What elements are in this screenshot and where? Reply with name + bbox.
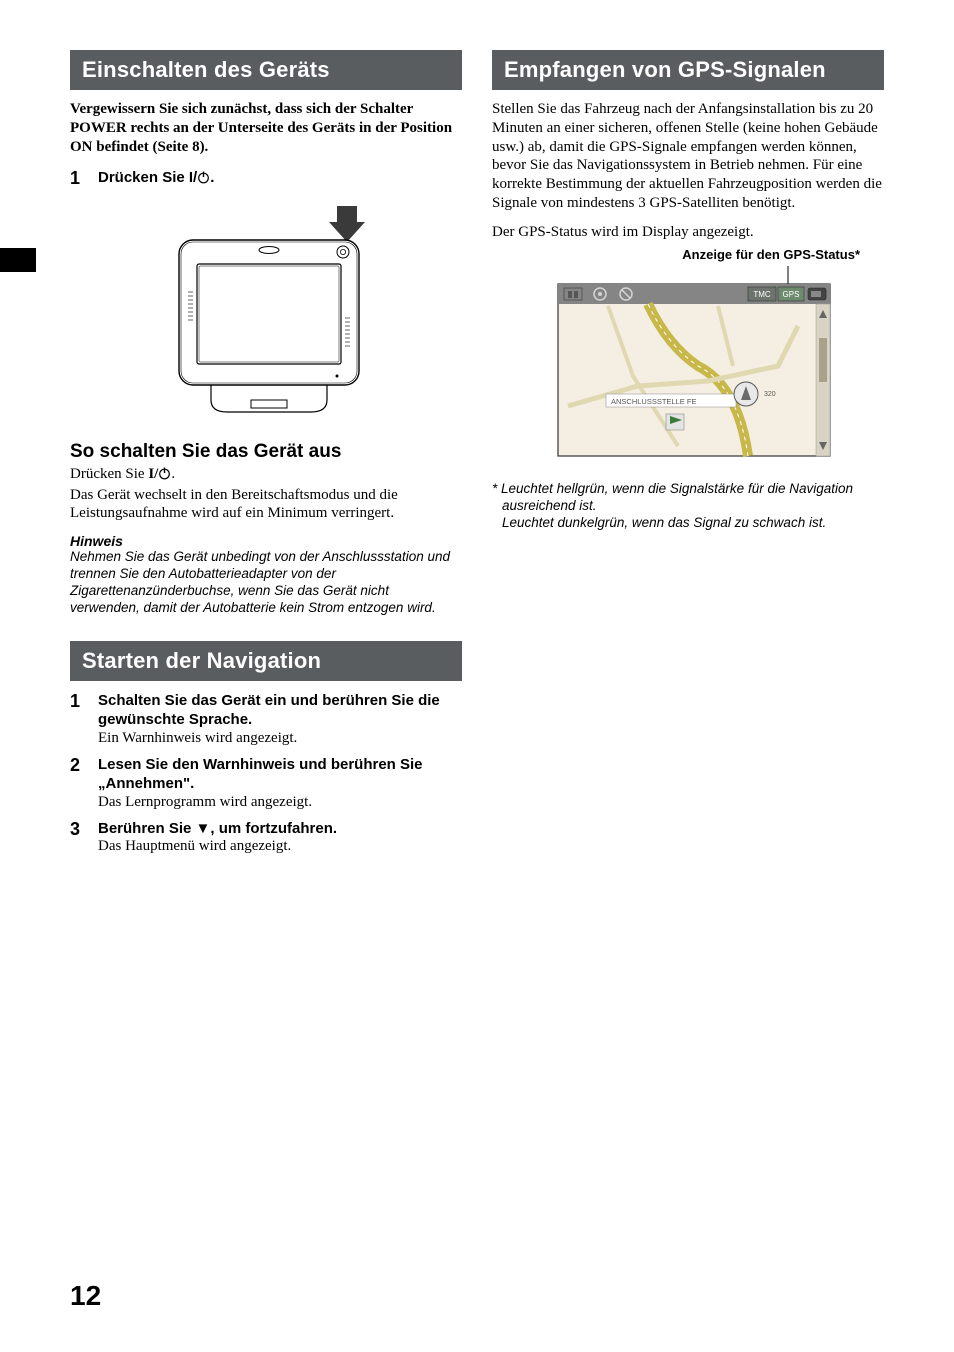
subheading-power-off: So schalten Sie das Gerät aus [70, 441, 462, 463]
step-title: Drücken Sie I/. [98, 168, 462, 190]
section-header-power-on: Einschalten des Geräts [70, 50, 462, 90]
step-title: Berühren Sie ▼, um fortzufahren. [98, 819, 462, 839]
gps-status-label: Anzeige für den GPS-Status* [492, 247, 860, 262]
step-text-prefix: Drücken Sie [98, 169, 189, 186]
nav-step-2: 2 Lesen Sie den Warnhinweis und berühren… [70, 755, 462, 811]
step-text-suffix: . [210, 169, 214, 186]
svg-text:320: 320 [764, 391, 776, 398]
device-illustration [70, 200, 462, 425]
asterisk: * [492, 481, 497, 496]
intro-paragraph: Vergewissern Sie sich zunächst, dass sic… [70, 100, 462, 156]
power-off-line: Drücken Sie I/. [70, 465, 462, 486]
gps-paragraph-2: Der GPS-Status wird im Display angezeigt… [492, 223, 884, 242]
footnote-line-1: Leuchtet hellgrün, wenn die Signalstärke… [501, 481, 853, 513]
power-on-step-1: 1 Drücken Sie I/. [70, 168, 462, 190]
note-heading: Hinweis [70, 533, 462, 549]
step-title: Schalten Sie das Gerät ein und berühren … [98, 691, 462, 730]
footnote-line-2: Leuchtet dunkelgrün, wenn das Signal zu … [502, 515, 826, 530]
step-subtext: Ein Warnhinweis wird angezeigt. [98, 730, 462, 747]
map-label-text: ANSCHLUSSSTELLE FE [611, 397, 696, 406]
gps-badge: GPS [783, 290, 800, 299]
step-subtext: Das Lernprogramm wird angezeigt. [98, 794, 462, 811]
section-header-gps: Empfangen von GPS-Signalen [492, 50, 884, 90]
text: . [171, 466, 175, 482]
power-icon [158, 467, 171, 486]
section-header-start-nav: Starten der Navigation [70, 641, 462, 681]
step-number: 2 [70, 755, 88, 811]
step-number: 3 [70, 819, 88, 856]
nav-step-1: 1 Schalten Sie das Gerät ein und berühre… [70, 691, 462, 747]
step-number: 1 [70, 168, 88, 190]
gps-paragraph-1: Stellen Sie das Fahrzeug nach der Anfang… [492, 100, 884, 213]
two-column-layout: Einschalten des Geräts Vergewissern Sie … [70, 50, 884, 863]
page-number: 12 [70, 1280, 101, 1312]
gps-footnote: * Leuchtet hellgrün, wenn die Signalstär… [492, 481, 884, 532]
step-subtext: Das Hauptmenü wird angezeigt. [98, 838, 462, 855]
note-body: Nehmen Sie das Gerät unbedingt von der A… [70, 549, 462, 617]
right-column: Empfangen von GPS-Signalen Stellen Sie d… [492, 50, 884, 863]
nav-step-3: 3 Berühren Sie ▼, um fortzufahren. Das H… [70, 819, 462, 856]
down-triangle-icon: ▼ [196, 820, 211, 837]
power-symbol-text: I/ [189, 169, 197, 186]
text: Berühren Sie [98, 820, 196, 837]
asterisk: * [855, 247, 860, 262]
power-symbol-text: I/ [148, 466, 158, 482]
text: Anzeige für den GPS-Status [682, 247, 855, 262]
text: Drücken Sie [70, 466, 148, 482]
gps-map-figure: TMC GPS ANSCHLUSSSTELLE FE [492, 266, 884, 471]
left-column: Einschalten des Geräts Vergewissern Sie … [70, 50, 462, 863]
text: , um fortzufahren. [210, 820, 337, 837]
tmc-badge: TMC [753, 290, 771, 299]
step-title: Lesen Sie den Warnhinweis und berühren S… [98, 755, 462, 794]
power-icon [197, 170, 210, 190]
power-off-paragraph: Das Gerät wechselt in den Bereitschaftsm… [70, 486, 462, 524]
page-edge-tab [0, 248, 36, 272]
step-number: 1 [70, 691, 88, 747]
